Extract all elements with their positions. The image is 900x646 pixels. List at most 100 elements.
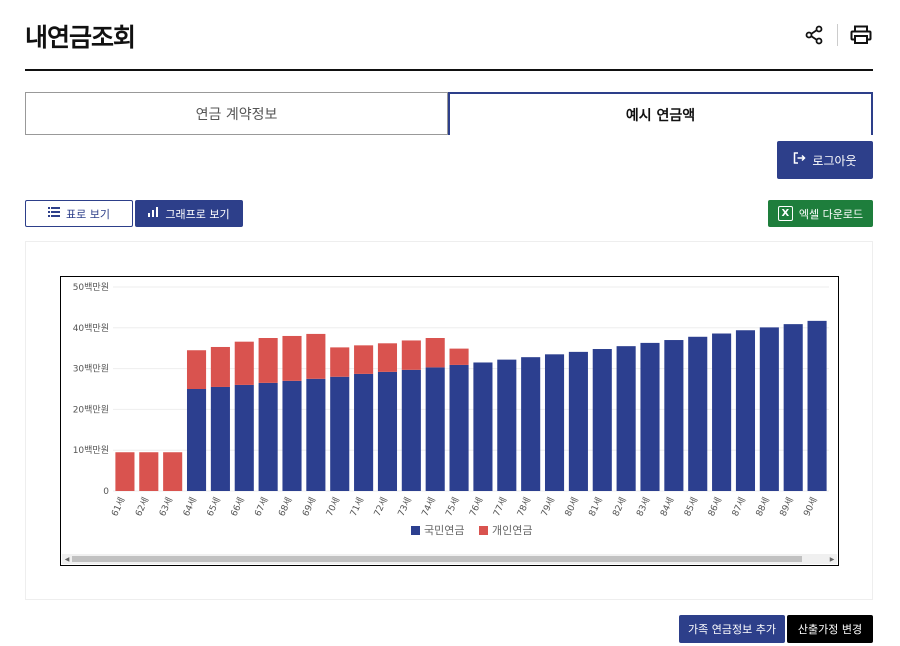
y-tick-label: 0 <box>103 487 109 497</box>
x-tick-label: 77세 <box>491 496 509 519</box>
x-tick-label: 87세 <box>730 496 748 519</box>
bar-segment <box>186 389 207 491</box>
bar-segment <box>401 369 421 491</box>
x-tick-label: 81세 <box>587 496 605 519</box>
add-family-pension-button[interactable]: 가족 연금정보 추가 <box>679 615 785 643</box>
bar-segment <box>354 373 374 491</box>
bar-segment <box>377 371 398 491</box>
bar-segment <box>258 382 278 491</box>
bar-segment <box>354 345 374 374</box>
x-tick-label: 82세 <box>611 496 629 519</box>
logout-icon <box>793 152 806 168</box>
y-tick-label: 30백만원 <box>73 364 109 375</box>
bar-chart-icon <box>148 207 159 220</box>
bar-segment <box>497 359 517 491</box>
print-icon[interactable] <box>848 22 874 48</box>
x-tick-label: 66세 <box>229 496 247 519</box>
logout-label: 로그아웃 <box>812 153 857 168</box>
bar-segment <box>330 376 350 491</box>
bar-segment <box>234 384 254 491</box>
bar-segment <box>425 367 445 491</box>
bar-segment <box>640 342 660 491</box>
x-tick-label: 71세 <box>348 496 366 519</box>
tab-example-pension[interactable]: 예시 연금액 <box>448 92 873 135</box>
scroll-right-icon[interactable]: ▶ <box>829 555 835 563</box>
share-icon[interactable] <box>801 22 827 48</box>
x-tick-label: 72세 <box>372 496 390 519</box>
y-tick-label: 10백만원 <box>73 445 109 456</box>
bar-segment <box>688 336 708 491</box>
excel-download-button[interactable]: X 엑셀 다운로드 <box>768 200 873 227</box>
bar-segment <box>735 330 756 491</box>
page-title: 내연금조회 <box>25 23 136 52</box>
graph-view-button[interactable]: 그래프로 보기 <box>135 200 243 227</box>
header-divider <box>25 69 873 71</box>
x-tick-label: 76세 <box>467 496 485 519</box>
bar-segment <box>449 364 469 491</box>
chart-scrollbar[interactable]: ◀ ▶ <box>62 554 837 564</box>
y-tick-label: 40백만원 <box>73 323 109 334</box>
bar-segment <box>139 452 159 491</box>
x-tick-label: 70세 <box>324 496 342 519</box>
bar-segment <box>473 362 493 491</box>
scroll-left-icon[interactable]: ◀ <box>64 555 70 563</box>
x-tick-label: 69세 <box>300 496 318 519</box>
x-tick-label: 86세 <box>706 496 724 519</box>
x-tick-label: 83세 <box>634 496 652 519</box>
excel-download-label: 엑셀 다운로드 <box>798 207 864 221</box>
tab-bar: 연금 계약정보 예시 연금액 <box>25 92 873 135</box>
legend-label: 개인연금 <box>492 524 532 537</box>
x-tick-label: 65세 <box>205 496 223 519</box>
bar-segment <box>664 340 684 491</box>
bar-segment <box>568 351 588 491</box>
x-tick-label: 88세 <box>754 496 772 519</box>
bar-segment <box>186 350 207 389</box>
bar-segment <box>115 452 135 491</box>
x-tick-label: 89세 <box>778 496 796 519</box>
x-tick-label: 63세 <box>157 496 175 519</box>
x-tick-label: 68세 <box>276 496 294 519</box>
table-view-button[interactable]: 표로 보기 <box>25 200 133 227</box>
chart-scroll-thumb[interactable] <box>72 556 802 562</box>
change-assumptions-button[interactable]: 산출가정 변경 <box>787 615 873 643</box>
bar-segment <box>234 341 254 385</box>
bar-segment <box>449 348 469 365</box>
excel-icon: X <box>777 206 793 221</box>
chart-container: 0 10백만원 20백만원 30백만원 40백만원 50백만원 61세 62세 63세 64세 65… <box>60 276 839 566</box>
tab-contract-info[interactable]: 연금 계약정보 <box>25 92 448 135</box>
bar-segment <box>521 357 541 491</box>
x-tick-label: 85세 <box>682 496 700 519</box>
pension-chart: 0 10백만원 20백만원 30백만원 40백만원 50백만원 61세 62세 63세 64세 65… <box>73 282 829 537</box>
bar-segment <box>616 346 636 491</box>
legend-swatch <box>411 526 420 535</box>
y-tick-label: 50백만원 <box>73 282 109 293</box>
bar-segment <box>282 335 302 381</box>
x-tick-label: 73세 <box>396 496 414 519</box>
x-tick-label: 84세 <box>658 496 676 519</box>
bar-segment <box>712 333 732 491</box>
x-tick-label: 61세 <box>109 496 127 519</box>
chart-panel <box>25 241 873 600</box>
legend-swatch <box>479 526 488 535</box>
bar-segment <box>306 378 326 491</box>
bar-segment <box>330 347 350 377</box>
bar-segment <box>258 338 278 383</box>
x-tick-label: 90세 <box>801 496 819 519</box>
bar-segment <box>377 343 398 372</box>
x-tick-label: 62세 <box>133 496 151 519</box>
bar-segment <box>783 324 803 491</box>
bar-segment <box>807 320 827 491</box>
bar-segment <box>163 452 183 491</box>
x-tick-label: 79세 <box>539 496 557 519</box>
bar-segment <box>759 327 779 491</box>
header-separator <box>837 24 838 46</box>
bar-segment <box>210 386 230 491</box>
header-actions <box>801 22 874 48</box>
list-icon <box>48 207 60 220</box>
bar-segment <box>544 354 565 491</box>
bar-segment <box>210 346 230 387</box>
logout-button[interactable]: 로그아웃 <box>777 141 873 179</box>
x-tick-label: 78세 <box>515 496 533 519</box>
x-tick-label: 64세 <box>181 496 199 519</box>
